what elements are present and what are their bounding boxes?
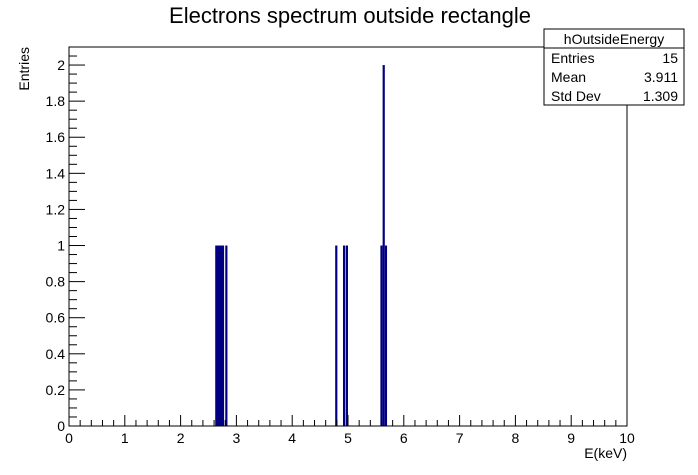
- stats-row-label: Entries: [551, 50, 595, 66]
- bar: [384, 245, 388, 426]
- stats-row-label: Std Dev: [551, 88, 601, 104]
- stats-row-value: 3.911: [644, 69, 678, 85]
- y-tick-label: 1.6: [46, 129, 66, 145]
- x-tick-label: 2: [177, 430, 185, 446]
- x-tick-label: 5: [344, 430, 352, 446]
- y-tick-label: 0.8: [46, 274, 66, 290]
- bar: [221, 245, 225, 426]
- x-tick-label: 0: [65, 430, 73, 446]
- bar: [345, 245, 348, 426]
- bars-group: [215, 65, 388, 427]
- bar: [225, 245, 228, 426]
- x-tick-label: 8: [512, 430, 520, 446]
- bar: [342, 245, 346, 426]
- y-tick-label: 1.8: [46, 93, 66, 109]
- bar: [215, 245, 218, 426]
- stats-box-frame: [543, 28, 685, 106]
- bar: [216, 245, 220, 426]
- chart-title: Electrons spectrum outside rectangle: [169, 3, 531, 28]
- stats-row-value: 15: [662, 50, 678, 66]
- stats-box-name: hOutsideEnergy: [564, 31, 664, 47]
- plot-frame: [68, 46, 628, 427]
- axes-group: 0 1 2 3 4 5 6 7 8 9 10 0 0.2 0.4 0.6 0.8 1 1.2 1.4 1.6 1.8 2: [46, 46, 635, 446]
- y-tick-label: 1.2: [46, 201, 66, 217]
- x-axis-label: E(keV): [584, 445, 627, 461]
- stats-box: hOutsideEnergy Entries 15 Mean 3.911 Std Dev 1…: [543, 28, 685, 106]
- bar: [220, 245, 223, 426]
- stats-row-label: Mean: [551, 69, 586, 85]
- y-tick-label: 2: [57, 57, 65, 73]
- y-axis-label: Entries: [16, 47, 32, 91]
- x-tick-label: 6: [400, 430, 408, 446]
- x-tick-label: 10: [619, 430, 635, 446]
- bar: [335, 245, 338, 426]
- y-tick-label: 1: [57, 238, 65, 254]
- x-tick-label: 3: [233, 430, 241, 446]
- y-tick-label: 0.6: [46, 310, 66, 326]
- bar: [382, 65, 385, 427]
- stats-row-value: 1.309: [643, 88, 678, 104]
- bar: [380, 245, 383, 426]
- y-tick-label: 1.4: [46, 165, 66, 181]
- x-tick-label: 1: [121, 430, 129, 446]
- y-tick-label: 0.4: [46, 346, 66, 362]
- bar: [218, 245, 221, 426]
- x-tick-label: 9: [567, 430, 575, 446]
- y-tick-label: 0: [57, 418, 65, 434]
- x-tick-label: 7: [456, 430, 464, 446]
- y-tick-label: 0.2: [46, 382, 66, 398]
- x-tick-label: 4: [288, 430, 296, 446]
